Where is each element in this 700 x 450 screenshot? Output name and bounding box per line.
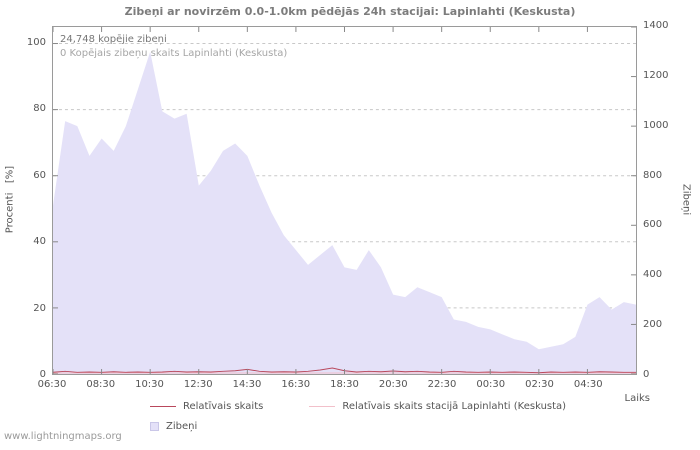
x-axis-tick-label: 02:30	[525, 379, 554, 390]
y-axis-right-tick-label: 1400	[643, 20, 669, 31]
x-axis-tick-label: 20:30	[378, 379, 408, 390]
total-strikes-annotation: 24,748 kopējie zibeņi	[60, 34, 167, 45]
y-axis-left-tick-label: 0	[39, 369, 46, 380]
y-axis-right-tick-label: 400	[643, 269, 663, 281]
x-axis-tick-label: 08:30	[86, 379, 116, 390]
x-axis-tick-label: 14:30	[232, 379, 262, 390]
chart-title: Zibeņi ar novirzēm 0.0-1.0km pēdējās 24h…	[124, 5, 576, 18]
x-axis-tick-label: 22:30	[427, 379, 457, 390]
y-axis-left-tick-label: 20	[33, 302, 46, 314]
legend-row-area: Zibeņi	[150, 421, 197, 432]
x-axis-tick-label: 18:30	[330, 379, 359, 390]
legend-area-swatch	[150, 422, 159, 431]
legend-label-station: Relatīvais skaits stacijā Lapinlahti (Ke…	[342, 401, 567, 412]
y-axis-right-tick-label: 800	[643, 169, 663, 181]
y-axis-left-tick-label: 40	[33, 236, 46, 248]
x-axis-tick-label: 04:30	[573, 379, 603, 390]
x-axis-tick-label: 00:30	[476, 379, 506, 390]
y-axis-left-label: Procenti [%]	[4, 165, 16, 234]
chart-canvas	[53, 27, 636, 374]
y-axis-left-tick-label: 80	[33, 103, 46, 115]
legend-label-relative: Relatīvais skaits	[183, 401, 264, 412]
y-axis-right-tick-label: 200	[643, 319, 663, 331]
y-axis-left-tick-label: 100	[26, 36, 46, 48]
x-axis-tick-label: 16:30	[281, 379, 311, 390]
legend-line-station-swatch	[309, 406, 336, 407]
x-axis-tick-label: 12:30	[183, 379, 213, 390]
legend-line-relative-swatch	[150, 406, 176, 407]
y-axis-right-tick-label: 600	[643, 219, 663, 231]
y-axis-right-tick-label: 1000	[643, 119, 669, 131]
y-axis-left-tick-label: 60	[33, 169, 46, 181]
x-axis-label: Laiks	[624, 393, 650, 404]
y-axis-right-tick-label: 1200	[643, 69, 669, 81]
plot-area: 24,748 kopējie zibeņi 0 Kopējais zibeņu …	[52, 26, 637, 375]
watermark-link[interactable]: www.lightningmaps.org	[4, 431, 122, 442]
y-axis-right-tick-label: 0	[643, 369, 650, 380]
x-axis-tick-label: 06:30	[37, 379, 67, 390]
x-axis-tick-label: 10:30	[135, 379, 164, 390]
legend-label-strikes: Zibeņi	[166, 421, 198, 432]
legend-row-lines: Relatīvais skaits Relatīvais skaits stac…	[150, 401, 566, 412]
station-total-annotation: 0 Kopējais zibeņu skaits Lapinlahti (Kes…	[60, 48, 288, 59]
